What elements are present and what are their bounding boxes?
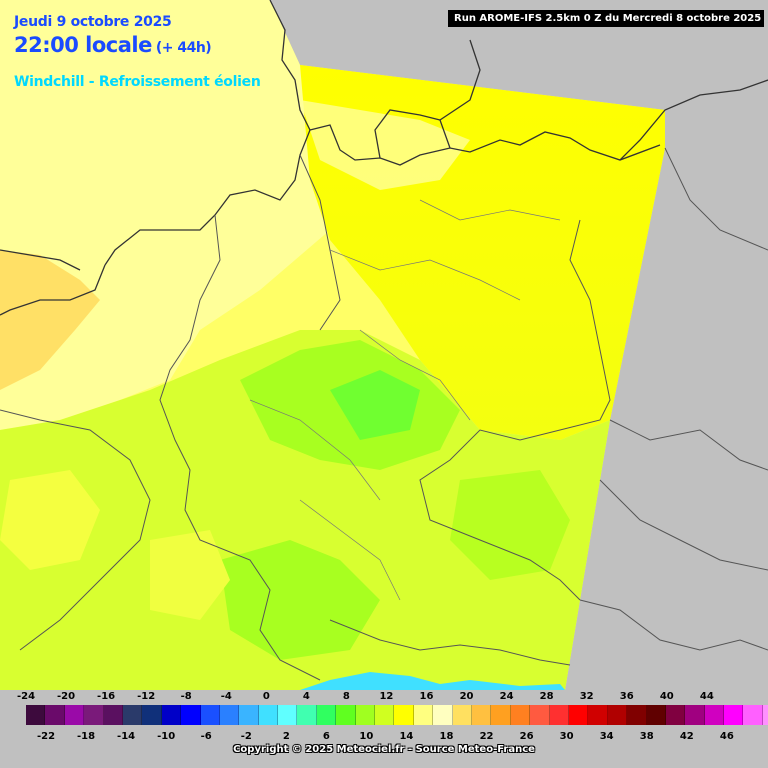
legend-swatch — [394, 705, 414, 725]
legend-swatch — [84, 705, 104, 725]
legend-swatch — [433, 705, 453, 725]
forecast-time-label: 22:00 locale — [14, 33, 152, 57]
legend-swatch — [588, 705, 608, 725]
forecast-offset: (+ 44h) — [155, 40, 212, 56]
legend-swatch — [219, 705, 240, 725]
coastlines — [0, 0, 768, 316]
warm-patch-west — [0, 250, 100, 390]
legend-swatch — [336, 705, 356, 725]
legend-swatch — [355, 705, 376, 725]
legend-swatch — [122, 705, 143, 725]
country-borders — [0, 147, 768, 681]
legend-swatch — [278, 705, 298, 725]
cyan-alps — [300, 672, 565, 690]
legend-swatch — [646, 705, 666, 725]
legend-swatch — [413, 705, 434, 725]
legend-swatch — [510, 705, 531, 725]
legend-swatch — [200, 705, 220, 725]
legend-swatch — [375, 705, 395, 725]
legend-swatch — [64, 705, 85, 725]
parameter-title: Windchill - Refroissement éolien — [14, 74, 261, 90]
legend-swatch — [297, 705, 317, 725]
forecast-time: 22:00 locale (+ 44h) — [14, 33, 212, 57]
legend-swatch — [239, 705, 259, 725]
pale-coast-band — [300, 100, 470, 190]
legend-swatch — [665, 705, 686, 725]
green-core-2 — [330, 370, 420, 440]
legend-swatch — [685, 705, 705, 725]
legend-swatch — [491, 705, 511, 725]
region-borders — [249, 199, 561, 601]
legend-swatch — [452, 705, 472, 725]
legend-swatch — [316, 705, 337, 725]
legend-swatch — [704, 705, 725, 725]
yellow-patch-sw — [0, 470, 100, 570]
legend-swatch — [45, 705, 65, 725]
legend-swatch — [258, 705, 279, 725]
legend-swatch — [724, 705, 744, 725]
legend-swatch — [26, 705, 46, 725]
legend-swatch — [142, 705, 162, 725]
color-scale-legend — [26, 705, 768, 725]
yellow-patch-s — [150, 530, 230, 620]
legend-swatch — [549, 705, 569, 725]
legend-swatch — [607, 705, 628, 725]
legend-swatch — [471, 705, 492, 725]
legend-swatch — [743, 705, 763, 725]
model-run-info: Run AROME-IFS 2.5km 0 Z du Mercredi 8 oc… — [448, 10, 764, 27]
legend-swatch — [627, 705, 647, 725]
legend-swatch — [161, 705, 182, 725]
green-core-4 — [450, 470, 570, 580]
legend-swatch — [568, 705, 589, 725]
legend-swatch — [762, 705, 768, 725]
legend-swatch — [181, 705, 201, 725]
forecast-date: Jeudi 9 octobre 2025 — [14, 14, 172, 30]
legend-swatch — [530, 705, 550, 725]
copyright-notice: Copyright © 2025 Meteociel.fr - Source M… — [233, 744, 535, 755]
legend-swatch — [103, 705, 123, 725]
